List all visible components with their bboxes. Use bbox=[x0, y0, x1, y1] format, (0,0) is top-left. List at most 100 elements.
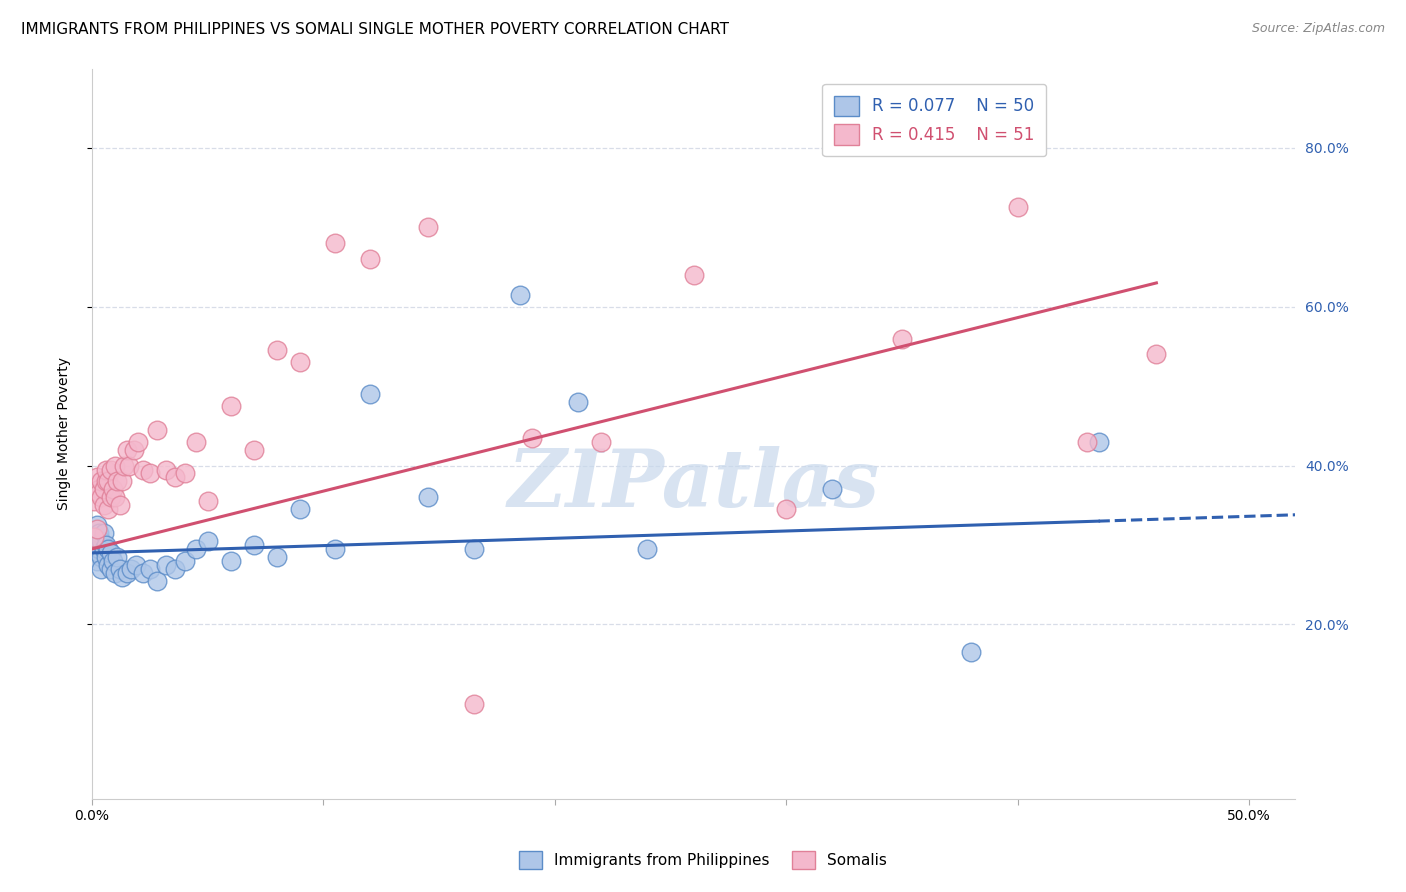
Legend: R = 0.077    N = 50, R = 0.415    N = 51: R = 0.077 N = 50, R = 0.415 N = 51 bbox=[823, 84, 1046, 156]
Point bbox=[463, 541, 485, 556]
Point bbox=[90, 491, 112, 505]
Point bbox=[97, 475, 120, 489]
Point bbox=[266, 549, 288, 564]
Point bbox=[165, 562, 187, 576]
Point bbox=[87, 526, 110, 541]
Point bbox=[87, 486, 110, 500]
Point bbox=[416, 491, 439, 505]
Point bbox=[890, 331, 912, 345]
Point bbox=[107, 475, 129, 489]
Point bbox=[90, 549, 112, 564]
Point bbox=[186, 541, 208, 556]
Point bbox=[589, 434, 612, 449]
Point bbox=[139, 562, 162, 576]
Point bbox=[219, 554, 242, 568]
Point bbox=[463, 697, 485, 711]
Point bbox=[125, 558, 148, 572]
Y-axis label: Single Mother Poverty: Single Mother Poverty bbox=[58, 358, 72, 510]
Point bbox=[173, 467, 195, 481]
Point bbox=[146, 574, 169, 588]
Point bbox=[111, 570, 134, 584]
Point bbox=[87, 541, 110, 556]
Point bbox=[90, 562, 112, 576]
Point bbox=[155, 462, 177, 476]
Point bbox=[112, 458, 135, 473]
Point bbox=[132, 566, 155, 580]
Point bbox=[520, 431, 543, 445]
Legend: Immigrants from Philippines, Somalis: Immigrants from Philippines, Somalis bbox=[513, 845, 893, 875]
Point bbox=[1144, 347, 1167, 361]
Point bbox=[108, 562, 131, 576]
Point bbox=[86, 470, 108, 484]
Point bbox=[416, 220, 439, 235]
Point bbox=[173, 554, 195, 568]
Point bbox=[120, 562, 142, 576]
Point bbox=[83, 530, 105, 544]
Point bbox=[104, 458, 127, 473]
Point bbox=[104, 491, 127, 505]
Point bbox=[108, 498, 131, 512]
Point bbox=[100, 491, 122, 505]
Point bbox=[93, 498, 115, 512]
Point bbox=[139, 467, 162, 481]
Point bbox=[86, 522, 108, 536]
Point bbox=[86, 554, 108, 568]
Point bbox=[132, 462, 155, 476]
Point bbox=[101, 554, 124, 568]
Point bbox=[146, 423, 169, 437]
Point bbox=[100, 462, 122, 476]
Point bbox=[1087, 434, 1109, 449]
Point bbox=[87, 483, 110, 497]
Point bbox=[290, 502, 312, 516]
Point bbox=[122, 442, 145, 457]
Point bbox=[197, 494, 219, 508]
Point bbox=[83, 541, 105, 556]
Point bbox=[115, 442, 138, 457]
Point bbox=[1007, 201, 1029, 215]
Point bbox=[323, 236, 346, 251]
Point bbox=[186, 434, 208, 449]
Point bbox=[290, 355, 312, 369]
Point bbox=[682, 268, 704, 282]
Point bbox=[94, 538, 117, 552]
Point bbox=[567, 395, 589, 409]
Point bbox=[94, 462, 117, 476]
Point bbox=[100, 546, 122, 560]
Point bbox=[359, 387, 381, 401]
Point bbox=[197, 533, 219, 548]
Point bbox=[97, 502, 120, 516]
Point bbox=[636, 541, 658, 556]
Point bbox=[509, 288, 531, 302]
Point bbox=[219, 399, 242, 413]
Point bbox=[243, 538, 266, 552]
Point bbox=[83, 494, 105, 508]
Point bbox=[127, 434, 149, 449]
Point bbox=[90, 475, 112, 489]
Point bbox=[1076, 434, 1098, 449]
Point bbox=[101, 483, 124, 497]
Point bbox=[94, 475, 117, 489]
Point bbox=[165, 470, 187, 484]
Point bbox=[90, 533, 112, 548]
Point bbox=[97, 541, 120, 556]
Point bbox=[93, 526, 115, 541]
Point bbox=[243, 442, 266, 457]
Point bbox=[86, 518, 108, 533]
Point bbox=[775, 502, 797, 516]
Point bbox=[93, 483, 115, 497]
Point bbox=[960, 645, 983, 659]
Text: IMMIGRANTS FROM PHILIPPINES VS SOMALI SINGLE MOTHER POVERTY CORRELATION CHART: IMMIGRANTS FROM PHILIPPINES VS SOMALI SI… bbox=[21, 22, 730, 37]
Point bbox=[97, 558, 120, 572]
Point bbox=[359, 252, 381, 266]
Point bbox=[323, 541, 346, 556]
Point bbox=[115, 566, 138, 580]
Point bbox=[821, 483, 844, 497]
Point bbox=[104, 566, 127, 580]
Point bbox=[87, 530, 110, 544]
Point bbox=[111, 475, 134, 489]
Point bbox=[118, 458, 141, 473]
Point bbox=[94, 549, 117, 564]
Point bbox=[93, 541, 115, 556]
Point bbox=[155, 558, 177, 572]
Point bbox=[86, 538, 108, 552]
